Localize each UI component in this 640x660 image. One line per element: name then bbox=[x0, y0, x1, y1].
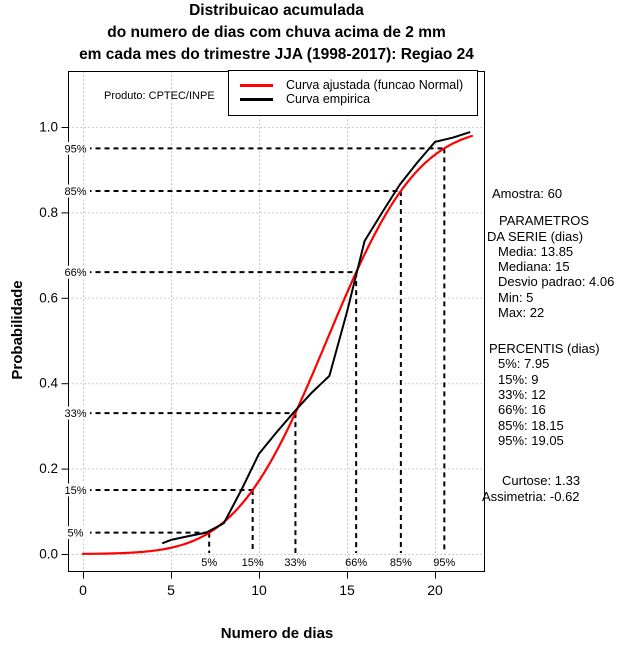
x-tick-label: 15 bbox=[339, 582, 355, 598]
percentile-y-label: 95% bbox=[64, 143, 86, 155]
percentile-y-label: 33% bbox=[64, 408, 86, 420]
percentile-label-backing bbox=[61, 265, 90, 279]
percentile-x-label: 66% bbox=[345, 557, 367, 569]
percentile-label-backing bbox=[61, 526, 90, 540]
percentile-x-label: 85% bbox=[390, 557, 412, 569]
percentile-x-label: 5% bbox=[201, 557, 217, 569]
chart-title: Distribuicao acumulada do numero de dias… bbox=[0, 0, 553, 66]
chart-title-line-2: do numero de dias com chuva acima de 2 m… bbox=[107, 24, 446, 41]
legend-label-empirical: Curva empirica bbox=[286, 92, 371, 106]
percentile-y-label: 85% bbox=[64, 186, 86, 198]
legend-item-fitted: Curva ajustada (funcao Normal) bbox=[229, 78, 477, 92]
product-credit-label: Produto: CPTEC/INPE bbox=[104, 90, 215, 102]
legend-red-line-sample bbox=[240, 83, 273, 87]
empirical-curve bbox=[161, 131, 471, 545]
x-axis-label: Numero de dias bbox=[221, 625, 334, 642]
chart-title-line-3: em cada mes do trimestre JJA (1998-2017)… bbox=[79, 46, 474, 63]
legend: Curva ajustada (funcao Normal) Curva emp… bbox=[228, 70, 478, 116]
percentile-label-backing bbox=[61, 184, 90, 198]
legend-item-empirical: Curva empirica bbox=[229, 92, 477, 106]
y-axis-label: Probabilidade bbox=[9, 280, 26, 379]
percentile-label-backing bbox=[61, 406, 90, 420]
plot-box bbox=[68, 71, 485, 572]
percentile-x-label: 15% bbox=[242, 557, 264, 569]
percentile-y-label: 66% bbox=[64, 267, 86, 279]
percentile-x-label: 95% bbox=[433, 557, 455, 569]
chart-title-line-1: Distribuicao acumulada bbox=[189, 2, 364, 19]
percentile-y-label: 15% bbox=[64, 485, 86, 497]
y-tick-label: 0.4 bbox=[39, 376, 58, 391]
y-tick-label: 1.0 bbox=[39, 120, 58, 135]
x-tick-label: 0 bbox=[79, 582, 87, 598]
percentile-x-label: 33% bbox=[284, 557, 306, 569]
y-tick-label: 0.6 bbox=[39, 290, 58, 305]
y-tick-label: 0.0 bbox=[39, 547, 58, 562]
x-tick-label: 20 bbox=[427, 582, 443, 598]
y-tick-label: 0.2 bbox=[39, 461, 58, 476]
percentile-label-backing bbox=[61, 483, 90, 497]
legend-label-fitted: Curva ajustada (funcao Normal) bbox=[286, 78, 464, 92]
y-tick-label: 0.8 bbox=[39, 205, 58, 220]
percentile-label-backing bbox=[61, 141, 90, 155]
fitted-normal-curve bbox=[81, 134, 474, 555]
percentile-y-label: 5% bbox=[68, 528, 84, 540]
x-tick-label: 5 bbox=[167, 582, 175, 598]
x-tick-label: 10 bbox=[251, 582, 267, 598]
legend-black-line-sample bbox=[240, 97, 273, 101]
